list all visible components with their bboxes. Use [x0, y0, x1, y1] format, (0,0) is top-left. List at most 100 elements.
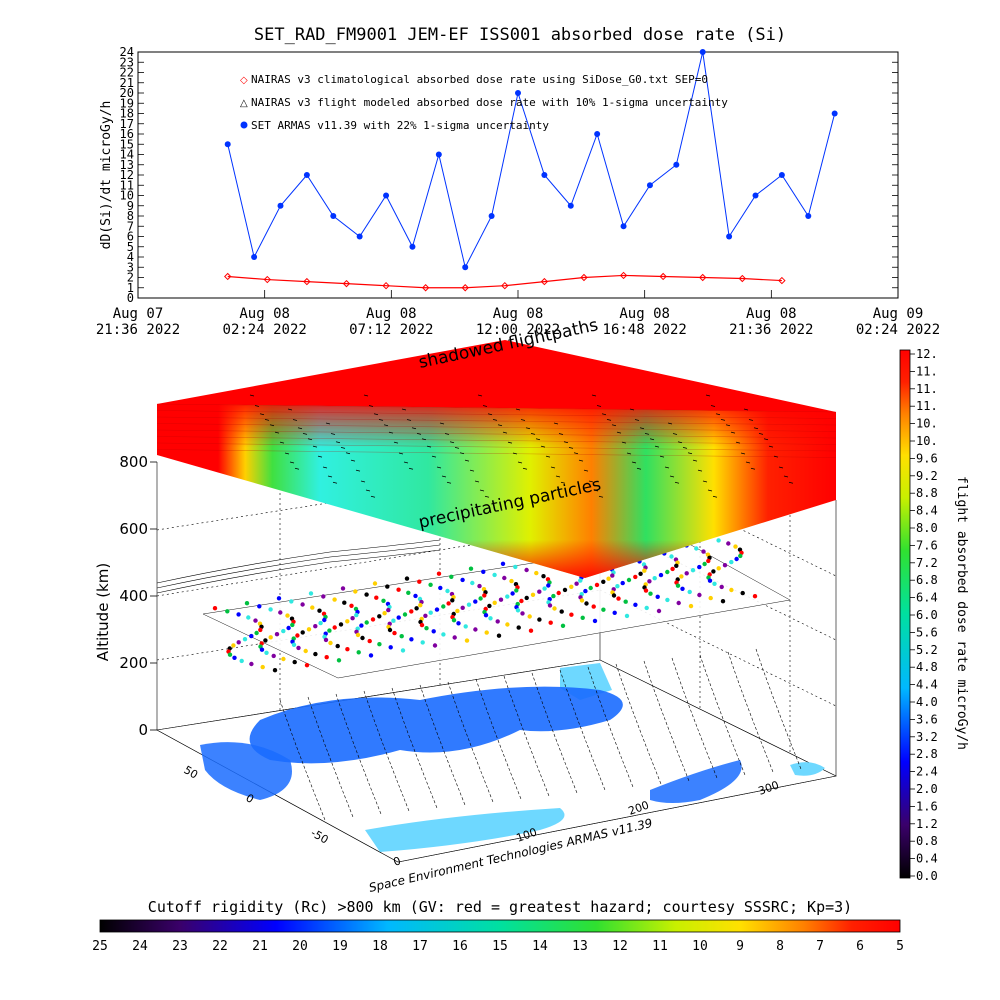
data-point-armas — [462, 264, 469, 271]
track-dot — [308, 591, 314, 596]
shadow-mark — [259, 413, 265, 416]
track-dot — [687, 589, 692, 595]
track-dot — [396, 615, 401, 620]
track-dot — [268, 635, 273, 640]
altitude-tick-label: 600 — [119, 520, 148, 538]
shadow-mark — [674, 481, 680, 484]
shadow-mark — [545, 455, 551, 458]
track-dot — [318, 620, 323, 626]
track-dot — [452, 635, 457, 640]
shadow-mark — [335, 441, 341, 444]
shadow-mark — [350, 459, 356, 462]
ground-track — [503, 675, 550, 797]
track-dot — [276, 596, 282, 601]
y-tick-label: 9 — [127, 199, 134, 213]
shadow-mark — [312, 445, 318, 448]
track-dot — [345, 619, 350, 624]
right-colorbar-label: flight absorbed dose rate microGy/h — [954, 476, 969, 750]
track-dot — [428, 582, 433, 587]
track-dot — [510, 591, 515, 596]
altitude-tick-label: 200 — [119, 654, 148, 672]
ground-track — [671, 657, 718, 779]
shadow-mark — [578, 459, 584, 462]
track-dot — [624, 613, 630, 619]
shadow-mark — [644, 433, 650, 435]
data-point-armas — [488, 213, 495, 219]
shadow-mark — [388, 431, 394, 434]
track-dot — [569, 612, 574, 617]
track-dot — [633, 574, 638, 580]
track-dot — [552, 606, 557, 611]
shadow-mark — [340, 447, 346, 449]
data-point-armas — [330, 213, 337, 219]
track-dot — [409, 609, 414, 614]
track-dot — [268, 607, 273, 612]
track-dot — [402, 612, 408, 617]
right-tick-label: 7.2 — [916, 556, 938, 570]
data-point-nairas — [461, 284, 469, 292]
track-dot — [263, 638, 268, 643]
shadow-mark — [621, 441, 627, 444]
track-dot — [464, 638, 470, 643]
y-tick-label: 16 — [120, 127, 134, 141]
flight-track-dots — [212, 532, 758, 673]
shadow-mark — [667, 422, 673, 425]
data-point-armas — [752, 192, 759, 199]
track-dot — [734, 556, 739, 562]
bottom-tick-label: 7 — [816, 939, 824, 954]
right-tick-label: 9.2 — [916, 469, 938, 483]
track-dot — [271, 653, 276, 659]
track-dot — [697, 592, 702, 598]
shadow-mark — [763, 438, 769, 441]
shadow-mark — [254, 405, 260, 407]
x-tick-date: Aug 08 — [366, 306, 417, 322]
world-map-floor — [156, 648, 837, 863]
x-tick-time: 07:12 2022 — [349, 322, 433, 338]
track-dot — [436, 571, 442, 576]
shadow-mark — [697, 469, 703, 472]
y-tick-label: 8 — [127, 209, 134, 223]
right-tick-label: 6.8 — [916, 573, 938, 587]
ground-track — [615, 663, 662, 785]
shadow-mark — [426, 445, 432, 448]
shadow-mark — [411, 427, 417, 430]
right-tick-label: 4.8 — [916, 660, 938, 674]
shadow-mark — [788, 481, 794, 484]
track-dot — [569, 584, 574, 589]
track-dot — [643, 588, 649, 593]
shadow-mark — [294, 467, 300, 470]
right-tick-label: 7.6 — [916, 538, 938, 552]
y-tick-label: 5 — [127, 240, 134, 254]
altitude-tick-label: 400 — [119, 587, 148, 605]
shadow-mark — [568, 447, 574, 449]
track-dot — [336, 658, 342, 663]
track-surface — [202, 539, 791, 679]
shadow-mark — [249, 394, 255, 397]
track-dot — [638, 571, 643, 576]
shadow-mark — [720, 419, 726, 421]
data-point-armas — [726, 233, 733, 240]
track-dot — [377, 642, 382, 647]
x-tick-time: 16:48 2022 — [603, 322, 687, 338]
data-point-nairas — [540, 277, 549, 286]
shadow-mark — [758, 433, 764, 435]
shadow-mark — [444, 433, 450, 435]
track-dot — [324, 655, 329, 660]
shadow-mark — [398, 452, 404, 455]
track-dot — [381, 598, 386, 603]
track-dot — [374, 595, 379, 600]
altitude-axis-ticks: 0 200 400 600 800 — [119, 453, 157, 739]
track-dot — [675, 583, 681, 588]
shadow-mark — [297, 427, 303, 430]
track-dot — [615, 584, 620, 589]
y-tick-label: 3 — [127, 260, 134, 274]
data-point-armas — [805, 213, 812, 219]
track-dot — [541, 574, 546, 579]
track-dot — [353, 589, 358, 594]
shadow-mark — [712, 495, 718, 498]
shadow-mark — [773, 455, 779, 458]
y-tick-label: 10 — [120, 189, 134, 203]
bottom-tick-label: 10 — [692, 939, 708, 954]
